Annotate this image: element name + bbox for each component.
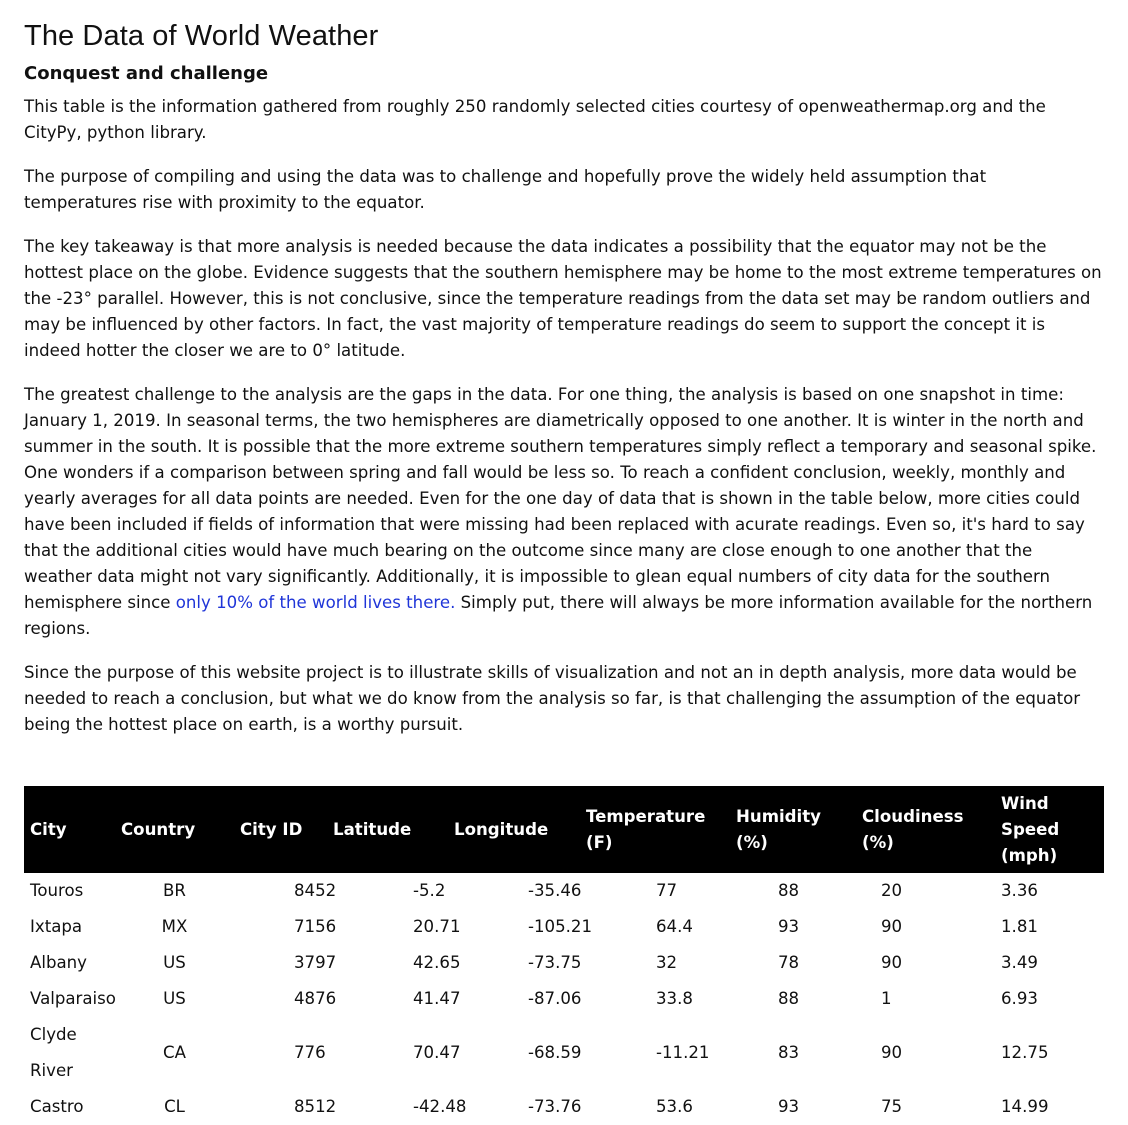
cell-city: Castro xyxy=(30,1097,84,1116)
header-country: Country xyxy=(121,819,196,839)
table-row: Touros BR 8452 -5.2 -35.46 77 88 20 3.36 xyxy=(24,873,1104,909)
cell-longitude: -105.21 xyxy=(528,917,593,936)
paragraph-takeaway: The key takeaway is that more analysis i… xyxy=(24,237,1102,360)
table-row: Clyde River CA 776 70.47 -68.59 -11.21 8… xyxy=(24,1017,1104,1089)
cell-cloudiness: 20 xyxy=(881,881,903,900)
cell-latitude: 20.71 xyxy=(413,917,461,936)
cell-country: US xyxy=(163,989,186,1008)
cell-temperature: 33.8 xyxy=(656,989,693,1008)
cell-wind-speed: 6.93 xyxy=(1001,989,1038,1008)
paragraph-intro: This table is the information gathered f… xyxy=(24,97,1046,142)
header-city: City xyxy=(30,819,67,839)
table-row: Ixtapa MX 7156 20.71 -105.21 64.4 93 90 … xyxy=(24,909,1104,945)
cell-latitude: 70.47 xyxy=(413,1043,461,1062)
cell-country: CL xyxy=(164,1097,185,1116)
cell-latitude: -5.2 xyxy=(413,881,446,900)
weather-table-container: City Country City ID Latitude Longitude … xyxy=(24,786,1104,1125)
cell-country: BR xyxy=(163,881,186,900)
table-header-row: City Country City ID Latitude Longitude … xyxy=(24,786,1104,873)
cell-city-id: 8452 xyxy=(294,881,337,900)
cell-wind-speed: 3.49 xyxy=(1001,953,1038,972)
cell-humidity: 93 xyxy=(778,917,800,936)
cell-humidity: 93 xyxy=(778,1097,800,1116)
cell-latitude: -42.48 xyxy=(413,1097,467,1116)
table-row: Albany US 3797 42.65 -73.75 32 78 90 3.4… xyxy=(24,945,1104,981)
table-row: Castro CL 8512 -42.48 -73.76 53.6 93 75 … xyxy=(24,1089,1104,1125)
header-humidity: Humidity (%) xyxy=(736,806,821,852)
paragraph-purpose: The purpose of compiling and using the d… xyxy=(24,167,987,212)
cell-longitude: -68.59 xyxy=(528,1043,582,1062)
cell-city: Albany xyxy=(30,953,88,972)
header-temperature: Temperature (F) xyxy=(586,806,706,852)
cell-temperature: 53.6 xyxy=(656,1097,693,1116)
cell-city-id: 3797 xyxy=(294,953,337,972)
header-latitude: Latitude xyxy=(333,819,412,839)
cell-country: US xyxy=(163,953,186,972)
cell-temperature: -11.21 xyxy=(656,1043,710,1062)
paragraph-challenge-text: The greatest challenge to the analysis a… xyxy=(24,385,1097,612)
cell-wind-speed: 3.36 xyxy=(1001,881,1038,900)
cell-longitude: -73.76 xyxy=(528,1097,582,1116)
cell-cloudiness: 90 xyxy=(881,953,903,972)
cell-longitude: -73.75 xyxy=(528,953,582,972)
cell-humidity: 78 xyxy=(778,953,800,972)
header-city-id: City ID xyxy=(240,819,303,839)
cell-latitude: 42.65 xyxy=(413,953,461,972)
paragraph-challenge-text-end: Simply put, there will always be more in… xyxy=(24,593,1093,638)
cell-temperature: 64.4 xyxy=(656,917,693,936)
cell-wind-speed: 14.99 xyxy=(1001,1097,1049,1116)
header-wind-speed: Wind Speed (mph) xyxy=(1001,793,1060,865)
cell-temperature: 77 xyxy=(656,881,678,900)
page: The Data of World Weather Conquest and c… xyxy=(24,20,1104,734)
cell-city: Ixtapa xyxy=(30,917,83,936)
cell-cloudiness: 75 xyxy=(881,1097,903,1116)
world-population-link[interactable]: only 10% of the world lives there. xyxy=(175,593,456,612)
cell-humidity: 88 xyxy=(778,989,800,1008)
paragraph-conclusion: Since the purpose of this website projec… xyxy=(24,663,1081,734)
cell-latitude: 41.47 xyxy=(413,989,461,1008)
page-subtitle: Conquest and challenge xyxy=(24,63,269,84)
cell-city: Valparaiso xyxy=(30,989,116,1008)
cell-country: MX xyxy=(161,917,188,936)
cell-cloudiness: 90 xyxy=(881,1043,903,1062)
cell-city-id: 7156 xyxy=(294,917,337,936)
cell-city-id: 776 xyxy=(294,1043,326,1062)
cell-wind-speed: 12.75 xyxy=(1001,1043,1049,1062)
cell-humidity: 83 xyxy=(778,1043,800,1062)
cell-wind-speed: 1.81 xyxy=(1001,917,1038,936)
header-longitude: Longitude xyxy=(454,819,549,839)
cell-cloudiness: 90 xyxy=(881,917,903,936)
cell-city-id: 8512 xyxy=(294,1097,337,1116)
cell-temperature: 32 xyxy=(656,953,678,972)
page-title: The Data of World Weather xyxy=(24,20,379,52)
header-cloudiness: Cloudiness (%) xyxy=(862,806,964,852)
weather-table: City Country City ID Latitude Longitude … xyxy=(24,786,1104,1125)
cell-humidity: 88 xyxy=(778,881,800,900)
table-row: Valparaiso US 4876 41.47 -87.06 33.8 88 … xyxy=(24,981,1104,1017)
cell-city-id: 4876 xyxy=(294,989,337,1008)
cell-city: Clyde River xyxy=(30,1025,77,1080)
cell-longitude: -35.46 xyxy=(528,881,582,900)
cell-cloudiness: 1 xyxy=(881,989,892,1008)
paragraph-challenge: The greatest challenge to the analysis a… xyxy=(24,382,1104,642)
cell-longitude: -87.06 xyxy=(528,989,582,1008)
cell-city: Touros xyxy=(30,881,84,900)
cell-country: CA xyxy=(163,1043,186,1062)
